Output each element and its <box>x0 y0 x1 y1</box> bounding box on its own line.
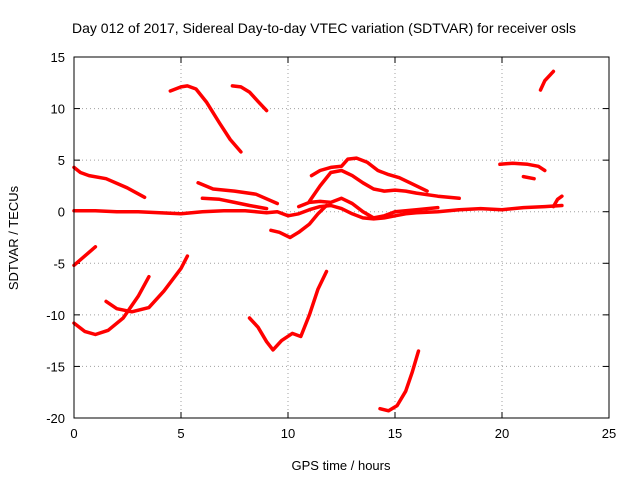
y-tick-label: 5 <box>58 153 65 168</box>
y-tick-label: -10 <box>46 308 65 323</box>
series-arc-right-upper <box>498 161 547 173</box>
tick-layer: 0 5 10 15 20 25 -20 -15 -10 -5 0 5 10 15 <box>46 50 616 441</box>
y-axis-label: SDTVAR / TECUs <box>6 185 21 290</box>
x-tick-label: 15 <box>388 426 402 441</box>
y-tick-label: -15 <box>46 359 65 374</box>
x-tick-label: 5 <box>177 426 184 441</box>
series-arc-mid-5to10 <box>196 181 280 206</box>
series-arc-mid-6to9 <box>200 196 269 211</box>
series-arc-hump-12 <box>309 156 429 193</box>
series-arc-bottom-15 <box>378 349 421 413</box>
series-arc-wave-12 <box>296 196 440 220</box>
x-axis-label: GPS time / hours <box>292 458 391 473</box>
series-arc-top-8 <box>230 84 269 113</box>
y-tick-label: 0 <box>58 205 65 220</box>
series-arc-dip-10 <box>269 203 329 240</box>
y-tick-label: 15 <box>51 50 65 65</box>
y-tick-label: 10 <box>51 102 65 117</box>
x-tick-label: 25 <box>602 426 616 441</box>
series-arc-top-right <box>538 69 556 92</box>
y-tick-label: -5 <box>53 256 65 271</box>
x-tick-label: 0 <box>70 426 77 441</box>
y-tick-label: -20 <box>46 411 65 426</box>
series-arc-right-end <box>551 194 564 209</box>
series-arc-left-neg5 <box>72 245 98 268</box>
series-arc-left-bowl <box>72 274 151 337</box>
series-arc-dip-9 <box>247 269 329 352</box>
series-arc-hump-lower <box>307 168 461 204</box>
x-tick-label: 10 <box>281 426 295 441</box>
series-arc-left-rise <box>104 254 190 314</box>
series-arc-upper-left <box>72 165 147 200</box>
grid-layer <box>74 57 609 418</box>
series-layer <box>72 69 564 413</box>
plot-frame <box>73 56 610 419</box>
x-tick-label: 20 <box>495 426 509 441</box>
series-arc-peak-12 <box>168 84 243 154</box>
series-arc-right-small <box>521 174 536 181</box>
chart-title: Day 012 of 2017, Sidereal Day-to-day VTE… <box>72 20 576 36</box>
